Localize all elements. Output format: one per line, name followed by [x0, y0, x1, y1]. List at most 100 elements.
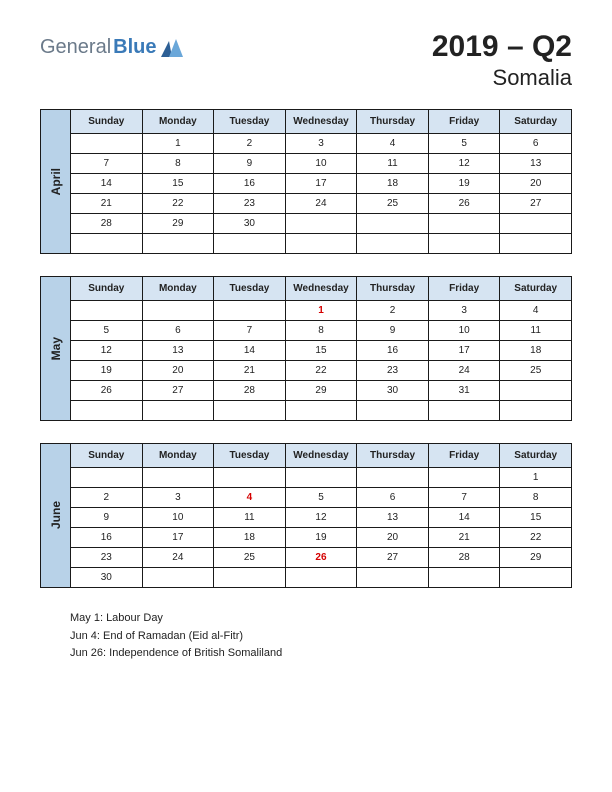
day-cell: 13: [143, 341, 215, 361]
day-cell: 9: [71, 508, 143, 528]
day-header: Saturday: [500, 277, 572, 301]
day-header: Wednesday: [286, 444, 358, 468]
day-cell: 8: [500, 488, 572, 508]
day-cell: [500, 568, 572, 588]
day-cell: 4: [214, 488, 286, 508]
month-block: MaySundayMondayTuesdayWednesdayThursdayF…: [40, 276, 572, 421]
day-cell: 27: [357, 548, 429, 568]
day-header: Tuesday: [214, 277, 286, 301]
holiday-item: Jun 26: Independence of British Somalila…: [70, 645, 572, 663]
day-cell: 20: [500, 174, 572, 194]
day-cell: 9: [214, 154, 286, 174]
day-header: Tuesday: [214, 110, 286, 134]
day-cell: [214, 568, 286, 588]
day-header: Sunday: [71, 444, 143, 468]
day-cell: 10: [429, 321, 501, 341]
month-label: June: [41, 444, 71, 588]
day-cell: 19: [71, 361, 143, 381]
month-grid: AprilSundayMondayTuesdayWednesdayThursda…: [40, 109, 572, 254]
day-header: Friday: [429, 110, 501, 134]
day-header: Wednesday: [286, 277, 358, 301]
day-cell: 17: [143, 528, 215, 548]
day-cell: 3: [429, 301, 501, 321]
day-cell: 24: [429, 361, 501, 381]
day-cell: 22: [143, 194, 215, 214]
day-cell: 9: [357, 321, 429, 341]
day-cell: 2: [357, 301, 429, 321]
day-cell: 12: [286, 508, 358, 528]
day-cell: 30: [357, 381, 429, 401]
day-cell: [357, 401, 429, 421]
month-block: AprilSundayMondayTuesdayWednesdayThursda…: [40, 109, 572, 254]
day-cell: 12: [429, 154, 501, 174]
day-cell: [500, 214, 572, 234]
day-cell: 13: [357, 508, 429, 528]
day-cell: 21: [71, 194, 143, 214]
day-cell: [143, 568, 215, 588]
day-cell: 2: [71, 488, 143, 508]
day-cell: 8: [286, 321, 358, 341]
day-cell: [71, 401, 143, 421]
day-cell: 20: [357, 528, 429, 548]
day-header: Wednesday: [286, 110, 358, 134]
day-cell: 27: [143, 381, 215, 401]
month-grid: JuneSundayMondayTuesdayWednesdayThursday…: [40, 443, 572, 588]
day-cell: 2: [214, 134, 286, 154]
day-cell: 30: [71, 568, 143, 588]
day-cell: 31: [429, 381, 501, 401]
day-cell: 23: [71, 548, 143, 568]
day-cell: 27: [500, 194, 572, 214]
day-cell: 22: [500, 528, 572, 548]
page-subtitle: Somalia: [432, 65, 572, 91]
day-cell: 21: [214, 361, 286, 381]
day-cell: [214, 468, 286, 488]
day-cell: 29: [143, 214, 215, 234]
day-cell: 13: [500, 154, 572, 174]
day-cell: 25: [214, 548, 286, 568]
day-cell: 30: [214, 214, 286, 234]
day-cell: 23: [214, 194, 286, 214]
day-header: Thursday: [357, 444, 429, 468]
day-cell: 1: [500, 468, 572, 488]
day-header: Monday: [143, 444, 215, 468]
day-cell: [71, 301, 143, 321]
day-cell: 11: [214, 508, 286, 528]
day-cell: 14: [71, 174, 143, 194]
day-cell: 14: [429, 508, 501, 528]
day-header: Saturday: [500, 444, 572, 468]
day-cell: 3: [143, 488, 215, 508]
day-cell: [357, 214, 429, 234]
months-container: AprilSundayMondayTuesdayWednesdayThursda…: [40, 109, 572, 588]
day-cell: 24: [143, 548, 215, 568]
day-cell: 3: [286, 134, 358, 154]
day-cell: 16: [357, 341, 429, 361]
day-cell: 6: [143, 321, 215, 341]
brand-logo: General Blue: [40, 36, 183, 59]
day-cell: 28: [429, 548, 501, 568]
day-cell: 24: [286, 194, 358, 214]
day-cell: 22: [286, 361, 358, 381]
month-block: JuneSundayMondayTuesdayWednesdayThursday…: [40, 443, 572, 588]
day-cell: 28: [214, 381, 286, 401]
day-cell: [214, 234, 286, 254]
day-cell: 7: [214, 321, 286, 341]
day-cell: 16: [214, 174, 286, 194]
day-header: Friday: [429, 444, 501, 468]
day-cell: 19: [429, 174, 501, 194]
day-cell: 15: [143, 174, 215, 194]
page-title: 2019 – Q2: [432, 30, 572, 63]
day-header: Friday: [429, 277, 501, 301]
day-cell: [214, 401, 286, 421]
day-cell: 26: [71, 381, 143, 401]
holiday-item: Jun 4: End of Ramadan (Eid al-Fitr): [70, 628, 572, 646]
day-cell: 1: [286, 301, 358, 321]
day-cell: [143, 301, 215, 321]
calendar-page: General Blue 2019 – Q2 Somalia AprilSund…: [0, 0, 612, 683]
day-cell: 18: [357, 174, 429, 194]
day-cell: 19: [286, 528, 358, 548]
day-cell: 8: [143, 154, 215, 174]
day-cell: [500, 381, 572, 401]
brand-mark-icon: [161, 39, 183, 57]
day-cell: 12: [71, 341, 143, 361]
day-cell: 6: [357, 488, 429, 508]
